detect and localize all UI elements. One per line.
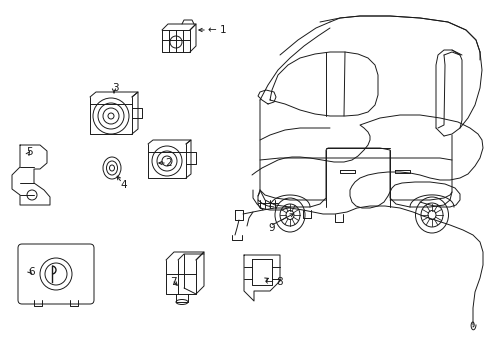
Text: 7: 7 bbox=[170, 277, 176, 287]
Text: ← 8: ← 8 bbox=[265, 277, 284, 287]
Text: 3: 3 bbox=[112, 83, 119, 93]
Text: 4: 4 bbox=[120, 180, 126, 190]
Text: 6: 6 bbox=[28, 267, 35, 277]
Text: 5: 5 bbox=[26, 147, 33, 157]
Text: 2: 2 bbox=[165, 158, 172, 168]
Text: 9: 9 bbox=[268, 223, 274, 233]
Text: ← 1: ← 1 bbox=[208, 25, 227, 35]
